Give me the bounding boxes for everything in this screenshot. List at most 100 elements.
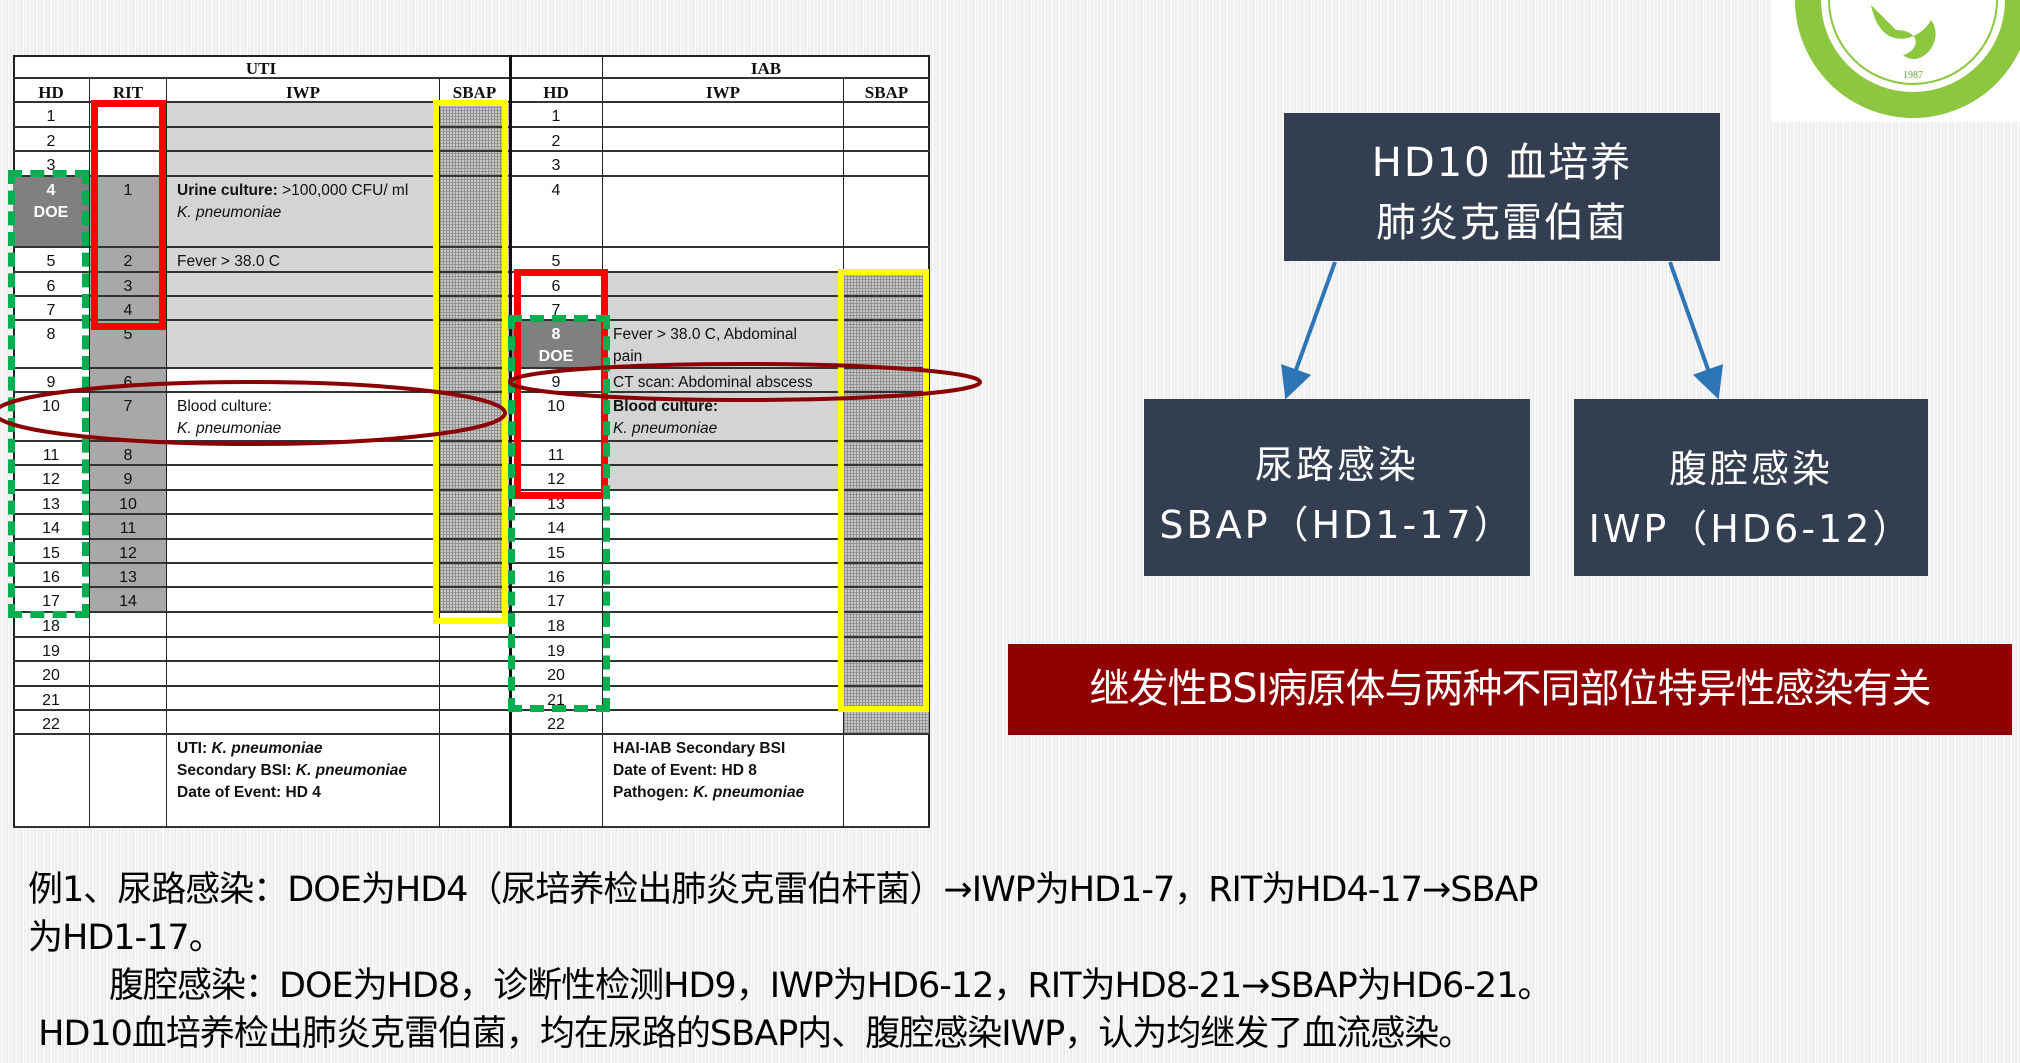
uti-sbap-cell bbox=[440, 540, 510, 564]
iab-sbap-cell bbox=[844, 540, 930, 564]
cell-text: 7 bbox=[551, 302, 561, 319]
cell-text: SBAP bbox=[452, 83, 497, 102]
cell-text: >100,000 CFU/ ml bbox=[277, 182, 409, 199]
iab-sbap-cell bbox=[844, 638, 930, 662]
cell-text: Urine culture: bbox=[177, 182, 278, 199]
uti-iwp-cell bbox=[167, 662, 440, 687]
iab-hd-cell: 2 bbox=[510, 128, 603, 152]
iab-iwp-cell bbox=[603, 248, 844, 273]
uti-hd-cell: 7 bbox=[13, 297, 90, 321]
cell-text: Secondary BSI: bbox=[177, 762, 296, 779]
cell-text: 13 bbox=[119, 569, 137, 586]
uti-iwp-cell bbox=[167, 687, 440, 711]
uti-hd-cell: 18 bbox=[13, 613, 90, 638]
cell-text: 15 bbox=[547, 545, 565, 562]
uti-sbap-cell bbox=[440, 466, 510, 491]
uti-col-header: HD bbox=[13, 79, 90, 103]
cell-text: K. pneumoniae bbox=[211, 740, 323, 757]
uti-iwp-cell bbox=[167, 273, 440, 297]
iab-hd-cell: 14 bbox=[510, 515, 603, 540]
uti-iwp-cell bbox=[167, 515, 440, 540]
iab-box: 腹腔感染 IWP（HD6-12） bbox=[1574, 399, 1928, 576]
uti-iwp-cell bbox=[167, 540, 440, 564]
cell-text: 1 bbox=[46, 108, 56, 125]
cell-text: DOE bbox=[538, 348, 574, 365]
uti-rit-cell: 12 bbox=[90, 540, 167, 564]
uti-iwp-cell bbox=[167, 321, 440, 369]
iab-sbap-cell bbox=[844, 128, 930, 152]
uti-hd-cell: 15 bbox=[13, 540, 90, 564]
uti-rit-cell: 11 bbox=[90, 515, 167, 540]
iab-iwp-cell bbox=[603, 711, 844, 735]
cell-text: 21 bbox=[547, 692, 565, 709]
uti-hd-cell: 14 bbox=[13, 515, 90, 540]
cell-text: 5 bbox=[551, 253, 561, 270]
cell-text: 8 bbox=[46, 326, 56, 343]
box-line: IWP（HD6-12） bbox=[1588, 507, 1914, 551]
iab-hd-cell: 16 bbox=[510, 564, 603, 588]
cell-text: IAB bbox=[750, 59, 782, 78]
iab-sbap-cell bbox=[844, 393, 930, 442]
cell-text: 13 bbox=[547, 496, 565, 513]
footer-cell bbox=[90, 735, 167, 828]
cell-text: 14 bbox=[119, 593, 137, 610]
cell-text: 18 bbox=[42, 618, 60, 635]
uti-sbap-cell bbox=[440, 491, 510, 515]
iab-hd-cell: 17 bbox=[510, 588, 603, 613]
iab-sbap-cell bbox=[844, 564, 930, 588]
cell-line: K. pneumoniae bbox=[177, 202, 439, 224]
cell-text: Pathogen: bbox=[613, 784, 694, 801]
cell-text: 10 bbox=[547, 398, 565, 415]
uti-sbap-cell bbox=[440, 321, 510, 369]
cell-text: 16 bbox=[547, 569, 565, 586]
arrow-to-iab bbox=[1668, 261, 1724, 400]
uti-iwp-cell bbox=[167, 613, 440, 638]
cell-text: RIT bbox=[112, 83, 144, 102]
uti-hd-cell: 21 bbox=[13, 687, 90, 711]
cell-text: 10 bbox=[119, 496, 137, 513]
uti-iwp-cell bbox=[167, 103, 440, 128]
cell-line: Secondary BSI: K. pneumoniae bbox=[177, 760, 439, 782]
cell-line: Blood culture: bbox=[613, 396, 843, 418]
iab-iwp-cell bbox=[603, 177, 844, 248]
cell-text: DOE bbox=[33, 204, 69, 221]
hospital-logo-icon: 1987 bbox=[1795, 0, 2020, 118]
note-line: HD10血培养检出肺炎克雷伯菌，均在尿路的SBAP内、腹腔感染IWP，认为均继发… bbox=[28, 1014, 1473, 1054]
box-line: 腹腔感染 bbox=[1668, 447, 1833, 491]
iab-sbap-cell bbox=[844, 442, 930, 466]
iab-sbap-cell bbox=[844, 662, 930, 687]
cell-text: 1 bbox=[123, 182, 133, 199]
cell-text: Date of Event: HD 4 bbox=[177, 784, 321, 801]
cell-line: Fever > 38.0 C bbox=[177, 251, 439, 271]
svg-text:1987: 1987 bbox=[1903, 70, 1923, 81]
cell-text: 21 bbox=[42, 692, 60, 709]
uti-sbap-cell bbox=[440, 588, 510, 613]
cell-text: 19 bbox=[547, 643, 565, 660]
cell-text: 22 bbox=[547, 716, 565, 733]
iab-sbap-cell bbox=[844, 711, 930, 735]
cell-text: SBAP bbox=[864, 83, 909, 102]
uti-iwp-cell: Urine culture: >100,000 CFU/ ml K. pneumo… bbox=[167, 177, 440, 248]
uti-iwp-cell bbox=[167, 638, 440, 662]
iab-hd-cell: 3 bbox=[510, 152, 603, 177]
uti-iwp-cell bbox=[167, 491, 440, 515]
uti-hd-cell: 4 DOE bbox=[13, 177, 90, 248]
uti-iwp-cell bbox=[167, 128, 440, 152]
uti-hd-cell: 2 bbox=[13, 128, 90, 152]
uti-hd-cell: 19 bbox=[13, 638, 90, 662]
cell-text: Date of Event: HD 8 bbox=[613, 762, 757, 779]
uti-rit-cell: 3 bbox=[90, 273, 167, 297]
cell-text: 4 bbox=[123, 302, 133, 319]
iab-title-spacer bbox=[510, 55, 603, 79]
iab-sbap-cell bbox=[844, 613, 930, 638]
uti-hd-cell: 13 bbox=[13, 491, 90, 515]
iab-hd-cell: 18 bbox=[510, 613, 603, 638]
uti-iwp-cell bbox=[167, 442, 440, 466]
uti-rit-cell: 9 bbox=[90, 466, 167, 491]
iab-hd-cell: 19 bbox=[510, 638, 603, 662]
uti-iwp-cell bbox=[167, 297, 440, 321]
cell-text: 12 bbox=[42, 471, 60, 488]
cell-text: 17 bbox=[42, 593, 60, 610]
cell-text: UTI: bbox=[177, 740, 212, 757]
uti-iwp-cell: Fever > 38.0 C bbox=[167, 248, 440, 273]
